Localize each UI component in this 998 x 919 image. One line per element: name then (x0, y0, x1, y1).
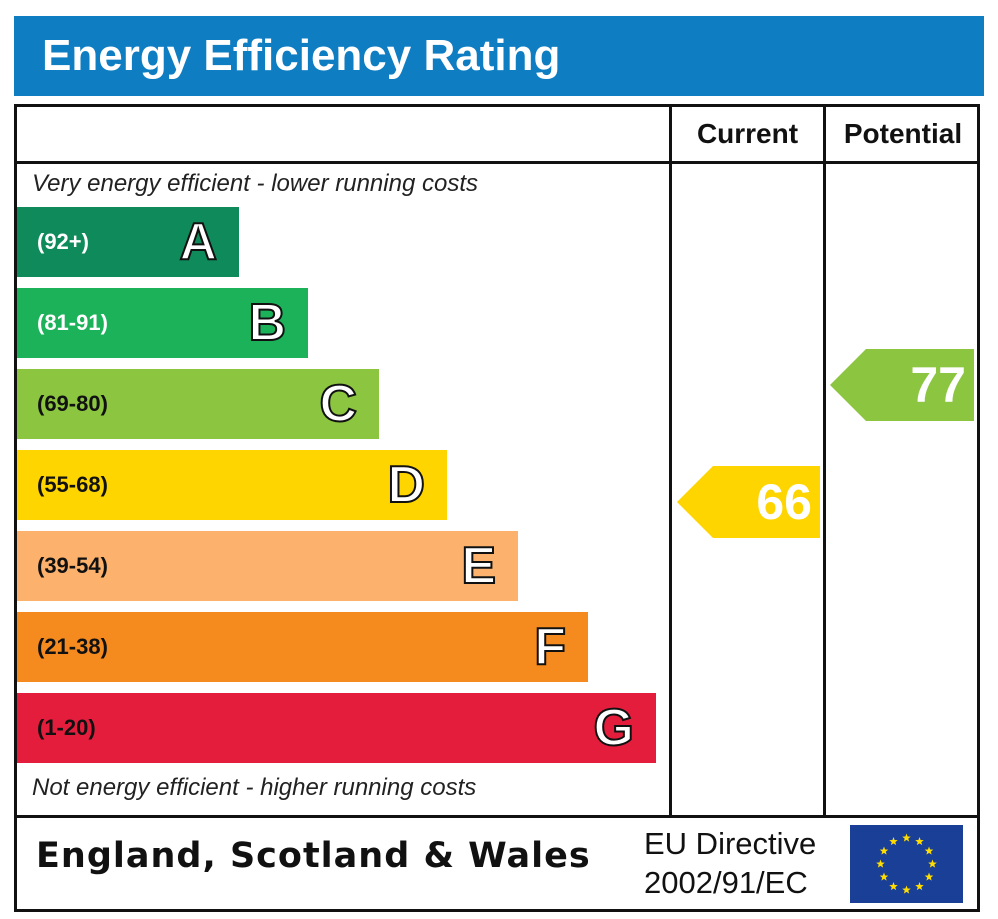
band-letter-label: A (178, 212, 218, 272)
band-d: (55-68) D (17, 450, 447, 520)
rating-arrow-shape (677, 466, 820, 538)
band-b: (81-91) B (17, 288, 308, 358)
band-a: (92+) A (17, 207, 239, 277)
directive-line2: 2002/91/EC (644, 865, 808, 900)
band-range-label: (69-80) (37, 391, 108, 416)
band-letter-label: E (460, 536, 497, 596)
band-letter-label: B (247, 293, 287, 353)
current-column-header: Current (696, 118, 799, 149)
eu-star-icon (879, 872, 889, 881)
band-letter-label: C (318, 374, 358, 434)
eu-star-icon (876, 859, 885, 868)
band-range-label: (55-68) (37, 472, 108, 497)
band-range-label: (92+) (37, 229, 89, 254)
band-range-label: (21-38) (37, 634, 108, 659)
chart-frame (14, 104, 980, 912)
rating-value: 77 (910, 357, 966, 413)
title-bar: Energy Efficiency Rating (14, 16, 984, 96)
eu-star-icon (902, 833, 911, 842)
eu-star-icon (915, 836, 924, 846)
directive-line1: EU Directive (644, 826, 817, 861)
eu-star-icon (915, 882, 924, 891)
current-column-divider (669, 104, 672, 818)
eu-flag-icon (850, 825, 963, 903)
potential-column-header: Potential (843, 118, 963, 149)
eu-star-icon (928, 859, 937, 868)
band-f: (21-38) F (17, 612, 588, 682)
top-note: Very energy efficient - lower running co… (32, 170, 478, 197)
potential-rating-arrow: 77 (830, 349, 974, 421)
band-g: (1-20) G (17, 693, 656, 763)
footer-country: England, Scotland & Wales (36, 836, 591, 876)
band-e: (39-54) E (17, 531, 518, 601)
band-range-label: (39-54) (37, 553, 108, 578)
potential-column-divider (823, 104, 826, 818)
band-c: (69-80) C (17, 369, 379, 439)
chart-title: Energy Efficiency Rating (42, 31, 561, 80)
bottom-note: Not energy efficient - higher running co… (32, 774, 477, 801)
eu-star-icon (902, 885, 911, 894)
header-divider (14, 161, 980, 164)
eu-star-icon (924, 872, 934, 881)
band-letter-label: G (593, 698, 635, 758)
footer-divider (14, 815, 980, 818)
current-rating-arrow: 66 (677, 466, 820, 538)
rating-arrow-shape (830, 349, 974, 421)
band-range-label: (1-20) (37, 715, 96, 740)
band-range-label: (81-91) (37, 310, 108, 335)
band-letter-label: D (386, 455, 426, 515)
eu-star-icon (889, 882, 898, 891)
band-letter-label: F (533, 617, 567, 677)
rating-value: 66 (756, 474, 812, 530)
eu-star-icon (879, 846, 889, 855)
eu-star-icon (889, 836, 898, 846)
eu-star-icon (924, 846, 934, 855)
